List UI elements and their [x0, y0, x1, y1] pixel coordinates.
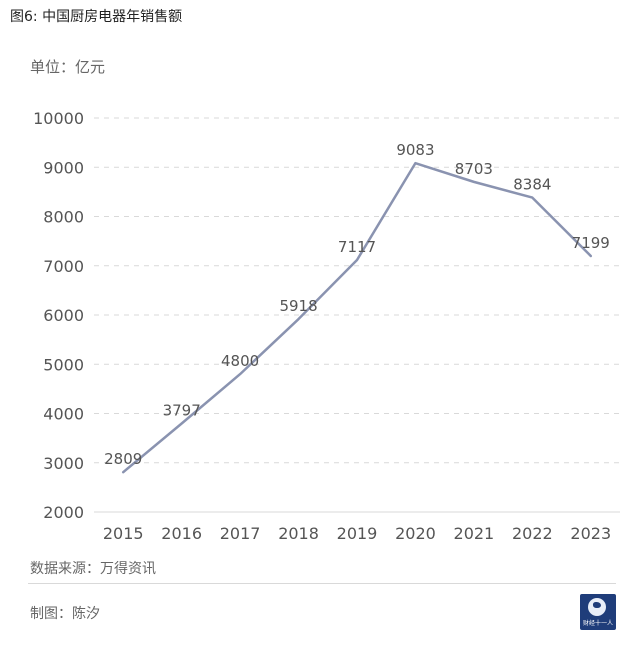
data-label-layer: 2809 3797 4800 5918 7117 9083 8703 8384 7199 — [104, 141, 610, 468]
x-tick-label: 2015 — [103, 524, 144, 543]
line-chart: 2000 3000 4000 5000 6000 7000 8000 9000 10000 20… — [33, 109, 620, 543]
source-note: 数据来源：万得资讯 — [30, 561, 156, 577]
y-tick-label: 3000 — [43, 454, 84, 473]
y-tick-label: 9000 — [43, 158, 84, 177]
data-label: 8703 — [455, 160, 493, 178]
series-layer — [121, 161, 593, 474]
data-label: 2809 — [104, 450, 142, 468]
maker-note: 制图：陈汐 — [30, 606, 100, 622]
x-axis: 2015 2016 2017 2018 2019 2020 2021 2022 2023 — [103, 524, 611, 543]
x-tick-label: 2020 — [395, 524, 436, 543]
data-label: 5918 — [279, 297, 317, 315]
y-tick-label: 7000 — [43, 257, 84, 276]
grid-layer — [94, 117, 620, 513]
x-tick-label: 2018 — [278, 524, 319, 543]
data-label: 4800 — [221, 352, 259, 370]
footer-divider — [28, 583, 616, 584]
data-label: 7199 — [572, 234, 610, 252]
y-tick-label: 6000 — [43, 306, 84, 325]
x-tick-label: 2016 — [161, 524, 202, 543]
data-label: 9083 — [396, 141, 434, 159]
unit-label: 单位：亿元 — [30, 58, 106, 76]
x-tick-label: 2019 — [337, 524, 378, 543]
y-axis: 2000 3000 4000 5000 6000 7000 8000 9000 10000 — [33, 109, 84, 522]
globe-runner-logo-icon: 财经十一人 — [580, 594, 616, 630]
data-label: 3797 — [163, 401, 201, 419]
y-tick-label: 8000 — [43, 208, 84, 227]
data-label: 8384 — [513, 176, 551, 194]
x-tick-label: 2021 — [454, 524, 495, 543]
y-tick-label: 5000 — [43, 355, 84, 374]
y-tick-label: 4000 — [43, 405, 84, 424]
series-line — [121, 161, 593, 474]
figure-caption: 图6: 中国厨房电器年销售额 — [10, 9, 183, 25]
logo-text: 财经十一人 — [582, 620, 613, 627]
x-tick-label: 2017 — [220, 524, 261, 543]
y-tick-label: 2000 — [43, 503, 84, 522]
x-tick-label: 2022 — [512, 524, 553, 543]
data-label: 7117 — [338, 238, 376, 256]
y-tick-label: 10000 — [33, 109, 84, 128]
globe-icon — [588, 598, 606, 616]
x-tick-label: 2023 — [570, 524, 611, 543]
